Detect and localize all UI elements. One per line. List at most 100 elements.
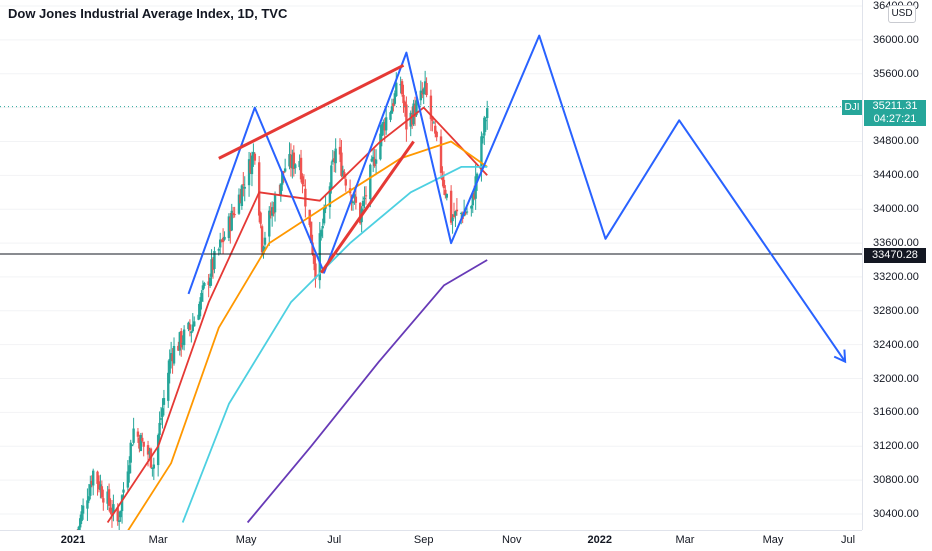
candle-body [167, 372, 170, 401]
candle-body [177, 345, 180, 351]
candle-body [353, 194, 356, 199]
candle-body [132, 428, 135, 443]
x-tick-label: May [762, 534, 784, 546]
candle-body [444, 189, 447, 196]
candle-body [421, 92, 424, 95]
candle-body [301, 176, 304, 185]
y-tick-label: 30800.00 [873, 474, 919, 487]
x-tick-label: 2021 [60, 534, 86, 546]
candle-body [169, 353, 173, 360]
y-tick-label: 30400.00 [873, 508, 919, 520]
y-tick-label: 31600.00 [873, 406, 919, 419]
candle-body [110, 510, 114, 516]
candle-body [211, 258, 215, 270]
candle-body [359, 202, 362, 224]
candle-body [380, 124, 384, 136]
time-axis[interactable]: 2021 Mar May Jul Sep Nov 2022 Mar May Jul [0, 530, 862, 551]
y-tick-label: 32800.00 [873, 304, 919, 317]
projection-zigzag [187, 34, 846, 363]
chart-plot[interactable] [0, 0, 862, 543]
candle-body [126, 471, 130, 488]
y-tick-label: 34000.00 [873, 203, 919, 216]
last-price-value: 35211.31 [872, 100, 918, 112]
candle-body [340, 152, 343, 176]
candle-body [483, 117, 486, 136]
x-tick-label: Sep [413, 534, 434, 546]
candle-body [454, 211, 457, 216]
candle-body [481, 136, 485, 139]
candle-body [201, 285, 205, 290]
candle-body [364, 195, 368, 197]
candle-body [139, 435, 143, 452]
candle-body [219, 239, 222, 248]
candle-body [79, 518, 82, 528]
candle-body [334, 148, 337, 164]
candle-body [318, 233, 321, 281]
candle-body [302, 184, 306, 186]
x-tick-label: Jul [327, 534, 342, 546]
candle-body [370, 158, 373, 162]
chart-area[interactable] [0, 0, 862, 543]
candle-body [233, 214, 236, 216]
candle-body [283, 168, 287, 172]
candle-body [257, 162, 261, 216]
y-tick-label: 34400.00 [873, 169, 919, 182]
candle-body [198, 301, 202, 317]
candle-body [172, 346, 176, 364]
candle-body [97, 481, 101, 490]
candle-body [393, 93, 397, 104]
last-price-tag: 35211.31 04:27:21 [864, 100, 926, 126]
candle-body [322, 207, 326, 224]
candle-body [294, 164, 297, 169]
candle-body [330, 165, 333, 190]
candle-body [344, 179, 347, 186]
candle-body [373, 158, 376, 167]
candle-body [333, 158, 336, 162]
price-axis[interactable]: 36400.0036000.0035600.0035200.0034800.00… [862, 0, 932, 530]
candle-body [405, 104, 408, 130]
candle-body [122, 489, 125, 493]
candle-body [203, 282, 206, 286]
y-tick-label: 33200.00 [873, 270, 919, 283]
candle-body [231, 213, 235, 215]
candle-body [429, 95, 433, 120]
candle-body [445, 193, 448, 198]
candle-body [309, 221, 313, 243]
candle-body [268, 210, 271, 237]
candle-body [402, 94, 405, 104]
candle-body [112, 504, 115, 514]
candle-body [269, 212, 272, 216]
candle-body [475, 173, 479, 180]
candle-body [237, 194, 241, 214]
candle-body [439, 136, 443, 173]
candle-body [207, 281, 210, 285]
candle-body [239, 194, 242, 204]
candle-body [230, 210, 233, 231]
candle-body [240, 185, 244, 206]
candle-body [351, 201, 355, 204]
candle-body [331, 159, 334, 163]
candle-body [178, 332, 181, 351]
candle-body [272, 207, 275, 214]
x-tick-label: May [235, 534, 257, 546]
candle-body [262, 246, 265, 254]
candle-body [100, 486, 104, 498]
candle-body [389, 112, 392, 120]
candle-body [289, 154, 293, 168]
candle-body [419, 90, 423, 101]
currency-badge[interactable]: USD [888, 5, 916, 23]
red-trendline-lower [319, 140, 415, 274]
candle-body [223, 236, 226, 240]
candle-body [412, 103, 415, 125]
candle-body [242, 184, 245, 186]
x-tick-label: Nov [501, 534, 522, 546]
candle-body [328, 186, 332, 208]
candle-body [452, 214, 456, 217]
candle-body [311, 242, 314, 255]
candle-body [361, 200, 365, 207]
candle-body [148, 451, 151, 454]
candle-body [87, 496, 91, 501]
candle-body [208, 277, 212, 286]
candle-body [480, 136, 483, 172]
candle-body [279, 183, 283, 197]
